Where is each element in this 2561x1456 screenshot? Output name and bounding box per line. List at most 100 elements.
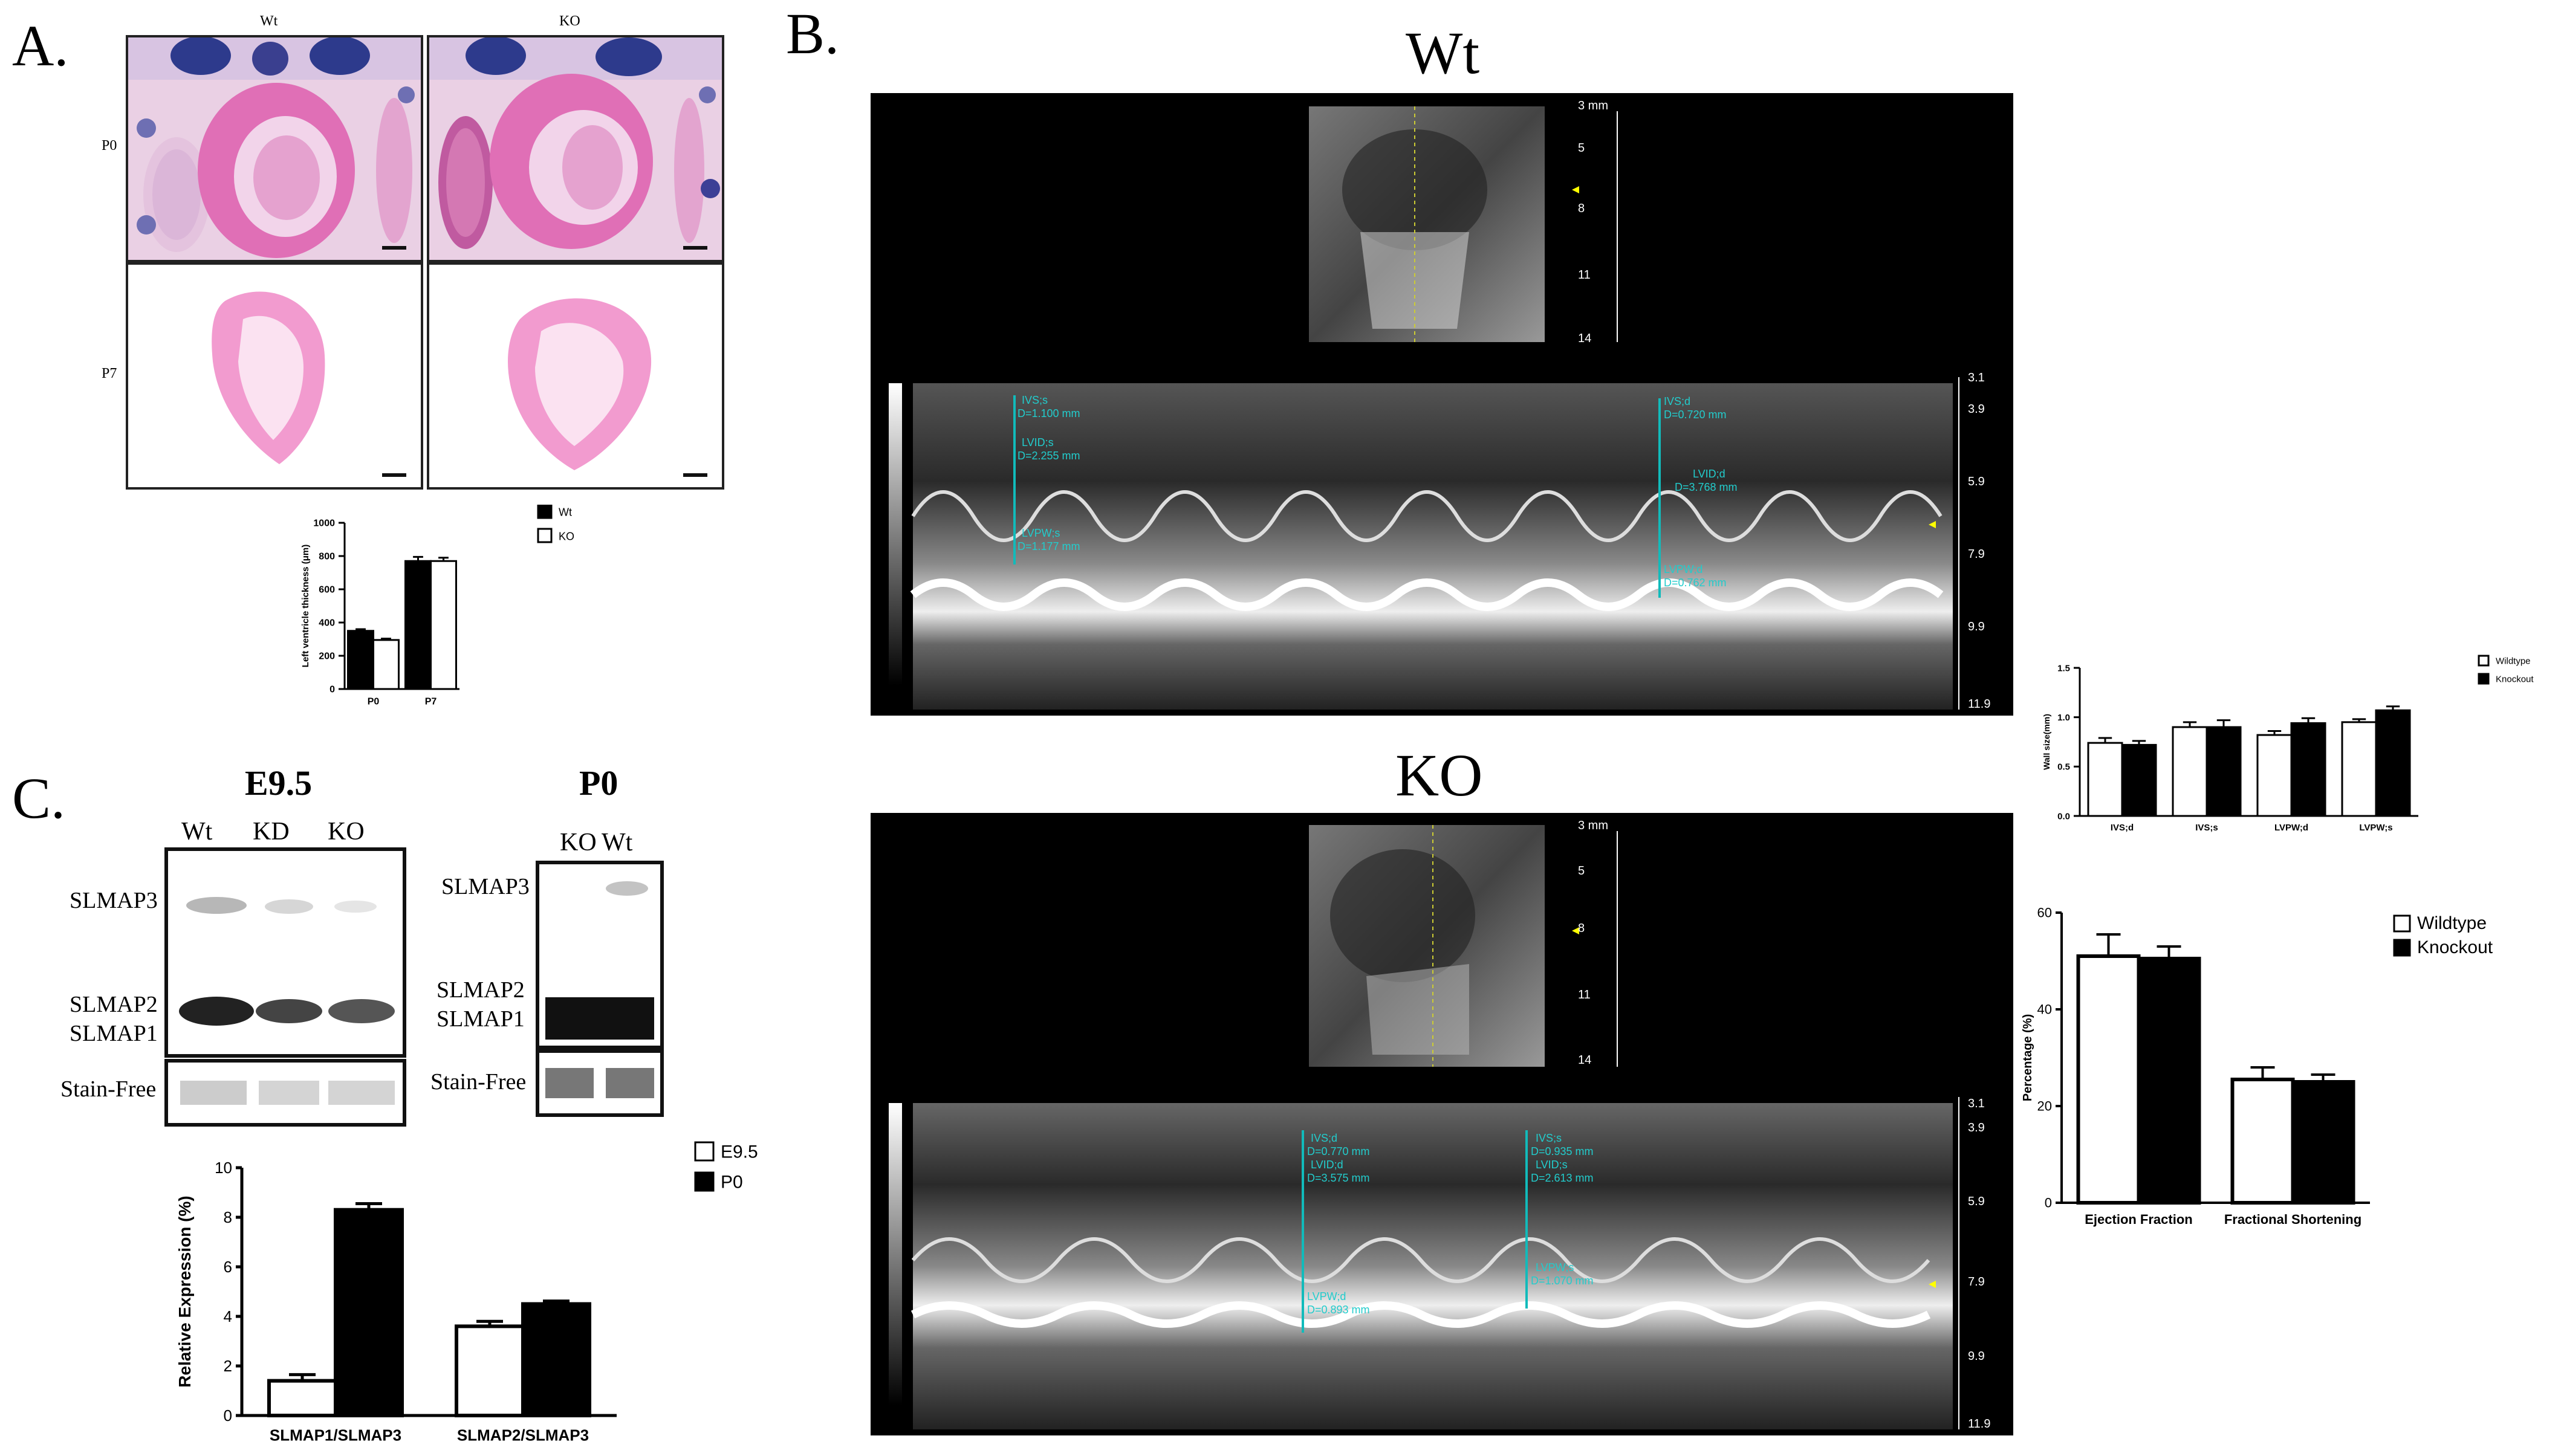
ko-measure-10: LVPW;s [1536, 1261, 1574, 1273]
wt-mmode-tick-5: 11.9 [1968, 697, 1991, 711]
histology-p0-ko [427, 35, 724, 262]
ko-measure-3: D=3.575 mm [1307, 1172, 1370, 1184]
bar-p0 [521, 1302, 591, 1417]
bar-wildtype [2256, 734, 2293, 817]
wt-mmode-tick-4: 9.9 [1968, 620, 1985, 633]
ko-bmode-tick-3: 11 [1578, 988, 1591, 1001]
wt-bmode-tick-1: 5 [1578, 141, 1585, 155]
x-tick-label: LVPW;s [2359, 823, 2392, 833]
wt-bmode-tick-2: 8 [1578, 202, 1585, 215]
e95-label-slmap1: SLMAP1 [70, 1021, 158, 1046]
e95-lane-kd: KD [253, 818, 290, 846]
wt-mmode-tick-1: 3.9 [1968, 403, 1985, 416]
y-tick-label: 1.5 [2057, 663, 2070, 673]
y-tick-label: 0 [224, 1406, 232, 1425]
ko-measure-11: D=1.070 mm [1531, 1275, 1594, 1287]
histo-row-p0: P0 [102, 138, 117, 154]
y-tick-label: 0 [329, 685, 335, 695]
y-tick-label: 2 [224, 1357, 232, 1375]
legend-label: Wildtype [2417, 913, 2487, 933]
wt-measure-2: LVID;s [1022, 436, 1054, 448]
panel-a-letter: A. [12, 13, 69, 78]
bar-knockout [2290, 722, 2326, 817]
bar-wildtype [2087, 742, 2123, 817]
ko-measure-9: D=2.613 mm [1531, 1172, 1594, 1184]
e95-label-slmap2: SLMAP2 [70, 992, 158, 1017]
y-tick-label: 400 [319, 618, 335, 629]
panel-c-letter: C. [12, 766, 66, 830]
bar-wildtype [2172, 726, 2208, 817]
e95-label-slmap3: SLMAP3 [70, 888, 158, 913]
wt-mmode-tick-0: 3.1 [1968, 371, 1985, 384]
bar-knockout [2121, 743, 2157, 817]
bar-wt [347, 630, 374, 690]
y-axis-label: Left ventricle thickness (μm) [300, 545, 311, 667]
y-axis-label: Percentage (%) [2021, 1014, 2034, 1102]
legend-swatch [2393, 939, 2411, 957]
ko-measure-5: D=0.893 mm [1307, 1304, 1370, 1316]
ko-measure-4: LVPW;d [1307, 1290, 1346, 1302]
ko-mmode-tick-4: 9.9 [1968, 1350, 1985, 1363]
x-tick-label: Fractional Shortening [2224, 1212, 2361, 1227]
x-tick-label: IVS;d [2111, 823, 2134, 833]
legend-label: Wt [559, 506, 572, 519]
bar-knockout [2375, 709, 2411, 817]
y-tick-label: 1.0 [2057, 713, 2070, 723]
y-tick-label: 4 [224, 1307, 232, 1325]
wt-measure-9: D=3.768 mm [1675, 481, 1738, 493]
y-tick-label: 8 [224, 1208, 232, 1226]
wt-bmode-tick-3: 11 [1578, 268, 1591, 282]
blot-p0 [536, 861, 664, 1049]
legend-label: P0 [721, 1173, 743, 1192]
ko-mmode-tick-3: 7.9 [1968, 1275, 1985, 1289]
histology-p7-ko-image [429, 265, 722, 487]
legend-label: Knockout [2496, 675, 2534, 685]
ko-measure-8: LVID;s [1536, 1159, 1568, 1171]
wt-measure-0: IVS;s [1022, 394, 1048, 406]
wall-size-chart: 0.0 0.5 1.0 1.5 IVS;d IVS;s LVPW;d LVPW;s Wall s… [2042, 655, 2534, 833]
histo-col-wt: Wt [260, 13, 278, 29]
blot-p0-title: P0 [579, 763, 618, 803]
e95-lane-ko: KO [328, 818, 365, 846]
ko-measure-1: D=0.770 mm [1307, 1145, 1370, 1157]
bar-e9-5 [455, 1324, 525, 1417]
wt-echo-title: Wt [1406, 19, 1480, 86]
blot-e95 [164, 847, 406, 1058]
wt-measure-8: LVID;d [1693, 468, 1725, 480]
wt-measure-7: D=0.720 mm [1664, 409, 1727, 421]
bar-wildtype [2076, 954, 2141, 1205]
histology-p7-wt [126, 262, 423, 490]
bar-ko [430, 560, 457, 690]
wt-measure-6: IVS;d [1664, 395, 1691, 407]
x-tick-label: LVPW;d [2274, 823, 2308, 833]
histology-p0-wt-image [128, 37, 421, 260]
legend-label: Knockout [2417, 937, 2493, 957]
x-tick-label: P0 [368, 697, 380, 707]
ko-echo-graphic [889, 825, 1959, 1429]
y-tick-label: 20 [2037, 1099, 2052, 1114]
y-tick-label: 0 [2045, 1196, 2052, 1211]
ko-bmode-tick-0: 3 mm [1578, 819, 1608, 832]
blot-e95-bands [179, 897, 395, 1026]
p0-lane-ko: KO [560, 829, 597, 856]
blot-p0-bands [545, 881, 654, 1040]
x-tick-label: Ejection Fraction [2085, 1212, 2192, 1227]
x-tick-label: SLMAP1/SLMAP3 [270, 1426, 401, 1445]
wt-measure-3: D=2.255 mm [1018, 450, 1080, 462]
bar-knockout [2291, 1080, 2355, 1205]
p0-lane-wt: Wt [602, 829, 633, 856]
panel-b-letter: B. [786, 1, 840, 66]
y-tick-label: 800 [319, 552, 335, 562]
legend-swatch [694, 1171, 715, 1192]
wt-measure-5: D=1.177 mm [1018, 540, 1080, 552]
legend-swatch [694, 1141, 715, 1162]
legend-swatch [2478, 655, 2490, 667]
histology-p7-ko [427, 262, 724, 490]
ko-measure-7: D=0.935 mm [1531, 1145, 1594, 1157]
legend-swatch [2478, 673, 2490, 685]
legend-label: E9.5 [721, 1142, 758, 1162]
ko-measure-2: LVID;d [1311, 1159, 1343, 1171]
ko-mmode-tick-2: 5.9 [1968, 1195, 1985, 1208]
histo-row-p7: P7 [102, 366, 117, 381]
p0-label-slmap1: SLMAP1 [437, 1006, 525, 1032]
